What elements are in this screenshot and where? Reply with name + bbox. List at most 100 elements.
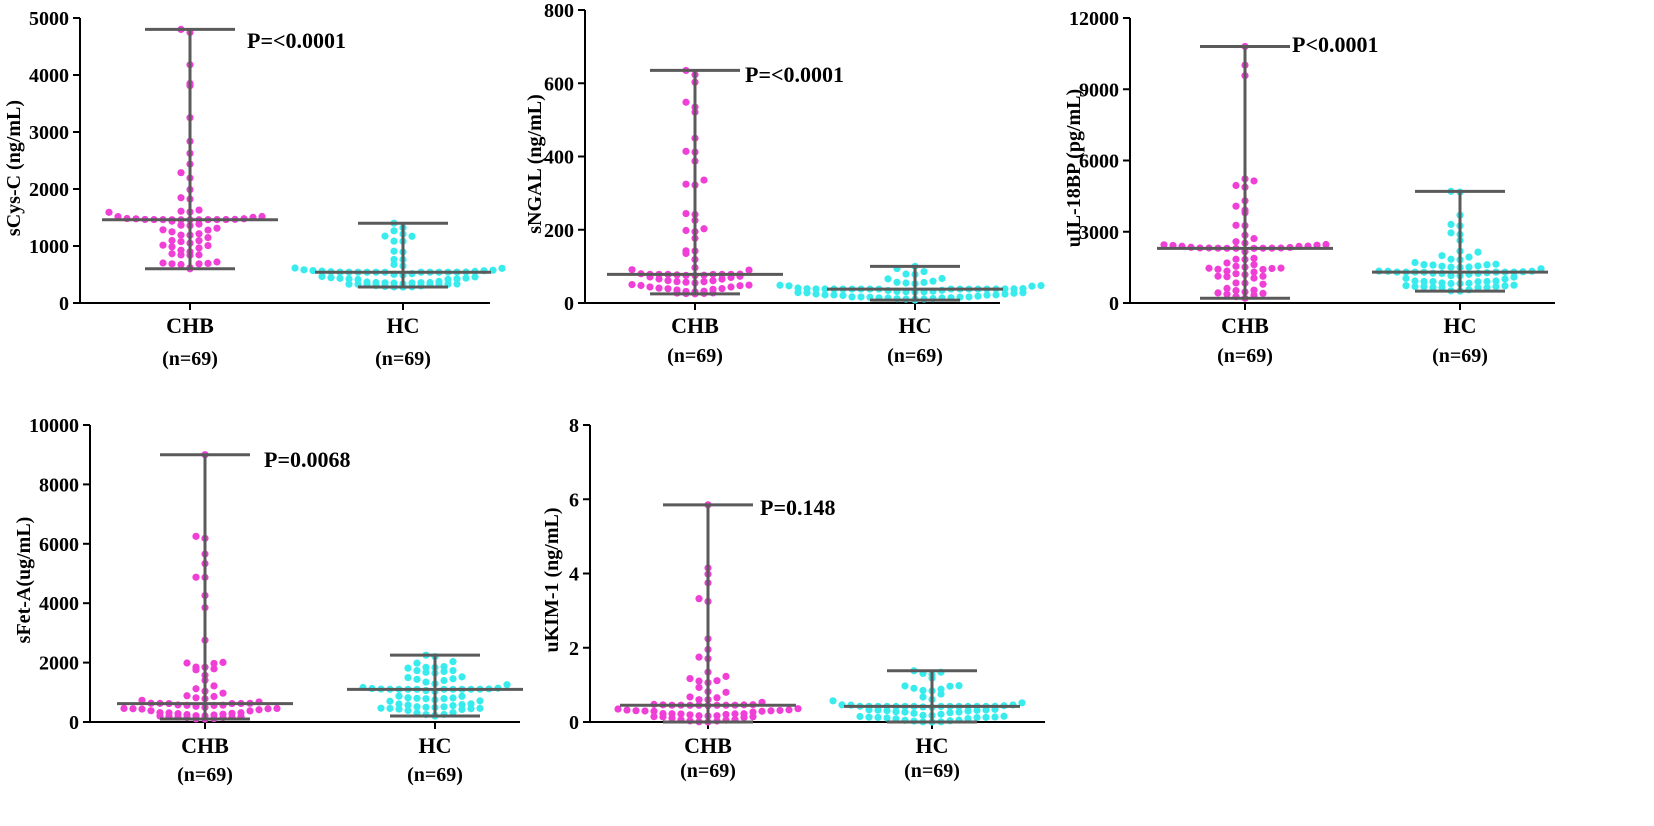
data-point-chb	[159, 259, 167, 267]
data-point-hc	[404, 673, 412, 682]
y-tick-label: 4	[569, 564, 579, 586]
data-point-chb	[195, 230, 203, 238]
data-point-hc	[404, 706, 412, 715]
data-point-chb	[722, 688, 730, 696]
data-point-chb	[668, 714, 676, 722]
data-point-chb	[204, 226, 212, 234]
data-point-hc	[1537, 265, 1545, 273]
data-point-hc	[1447, 220, 1455, 228]
data-point-chb	[177, 260, 185, 269]
data-point-chb	[1232, 262, 1240, 270]
data-point-hc	[1411, 282, 1419, 291]
data-point-hc	[937, 690, 945, 698]
data-point-chb	[159, 241, 167, 249]
chart-panel-3: 0 3000 6000 9000 12000 uIL-18BP (pg/mL) CHB (n=…	[1063, 8, 1555, 367]
data-point-chb	[177, 251, 185, 259]
data-point-chb	[147, 707, 155, 715]
n-label: (n=69)	[1217, 345, 1273, 367]
group-label: CHB	[671, 313, 719, 338]
data-point-hc	[413, 694, 421, 702]
data-point-chb	[767, 707, 775, 715]
data-point-hc	[440, 667, 448, 675]
data-point-hc	[1447, 279, 1455, 288]
group-label: HC	[419, 733, 452, 758]
data-point-chb	[204, 233, 212, 242]
chart-panel-1: 0 1000 2000 3000 4000 5000 sCys-C (ng/mL) CHB (n…	[3, 8, 506, 370]
data-point-chb	[785, 706, 793, 714]
data-point-chb	[204, 241, 212, 250]
data-point-hc	[1438, 284, 1446, 292]
data-point-hc	[395, 705, 403, 713]
data-point-hc	[946, 682, 954, 690]
data-point-chb	[695, 595, 703, 603]
data-point-chb	[659, 713, 667, 721]
data-point-hc	[1492, 260, 1500, 268]
y-tick-label: 0	[69, 712, 79, 734]
data-point-chb	[195, 260, 203, 268]
data-point-hc	[937, 710, 945, 718]
data-point-chb	[650, 707, 658, 715]
data-point-hc	[973, 706, 981, 714]
data-point-hc	[381, 232, 389, 240]
data-point-chb	[168, 250, 176, 258]
data-point-chb	[168, 228, 176, 236]
data-point-hc	[377, 704, 385, 712]
group-label: HC	[387, 313, 420, 338]
data-point-hc	[857, 293, 865, 301]
data-point-hc	[1465, 279, 1473, 287]
data-point-chb	[177, 237, 185, 246]
data-point-hc	[1483, 261, 1491, 269]
data-point-hc	[422, 663, 430, 671]
data-point-chb	[722, 672, 730, 680]
data-point-hc	[902, 270, 910, 278]
data-point-chb	[213, 258, 221, 266]
data-point-hc	[829, 697, 837, 705]
data-point-chb	[177, 221, 185, 229]
data-point-hc	[1402, 282, 1410, 290]
data-point-chb	[1232, 221, 1240, 229]
data-point-chb	[177, 207, 185, 215]
data-point-hc	[300, 266, 308, 274]
data-point-chb	[255, 706, 263, 714]
data-point-hc	[991, 713, 999, 721]
data-point-chb	[1223, 259, 1231, 267]
data-point-hc	[336, 274, 344, 282]
y-tick-label: 6	[569, 489, 579, 511]
data-point-chb	[1160, 241, 1168, 249]
y-axis-label: sFet-A(ug/mL)	[13, 517, 35, 644]
data-point-hc	[390, 247, 398, 255]
y-axis-label: sCys-C (ng/mL)	[3, 100, 25, 236]
data-point-hc	[812, 285, 820, 293]
data-point-hc	[1420, 261, 1428, 269]
data-point-chb	[673, 277, 681, 286]
data-point-hc	[982, 713, 990, 721]
data-point-chb	[168, 236, 176, 245]
data-point-chb	[713, 712, 721, 720]
data-point-hc	[1465, 263, 1473, 271]
data-point-hc	[964, 715, 972, 723]
data-point-hc	[458, 692, 466, 700]
data-point-hc	[395, 700, 403, 708]
data-point-hc	[386, 704, 394, 713]
data-point-chb	[655, 275, 663, 283]
data-point-hc	[1420, 277, 1428, 286]
data-point-chb	[740, 713, 748, 722]
data-point-chb	[1250, 268, 1258, 276]
data-point-hc	[910, 709, 918, 717]
data-point-chb	[1250, 274, 1258, 282]
data-point-hc	[1492, 277, 1500, 285]
data-point-hc	[390, 260, 398, 269]
data-point-hc	[892, 708, 900, 716]
data-point-chb	[195, 237, 203, 245]
data-point-chb	[641, 707, 649, 715]
data-point-hc	[449, 702, 457, 710]
data-point-hc	[453, 275, 461, 283]
data-point-chb	[794, 705, 802, 713]
data-point-hc	[1447, 272, 1455, 280]
data-point-hc	[821, 285, 829, 293]
data-point-chb	[192, 532, 200, 540]
group-label: HC	[1444, 313, 1477, 338]
p-value-label: P<0.0001	[1292, 32, 1378, 57]
data-point-chb	[776, 706, 784, 715]
group-label: HC	[916, 733, 949, 758]
